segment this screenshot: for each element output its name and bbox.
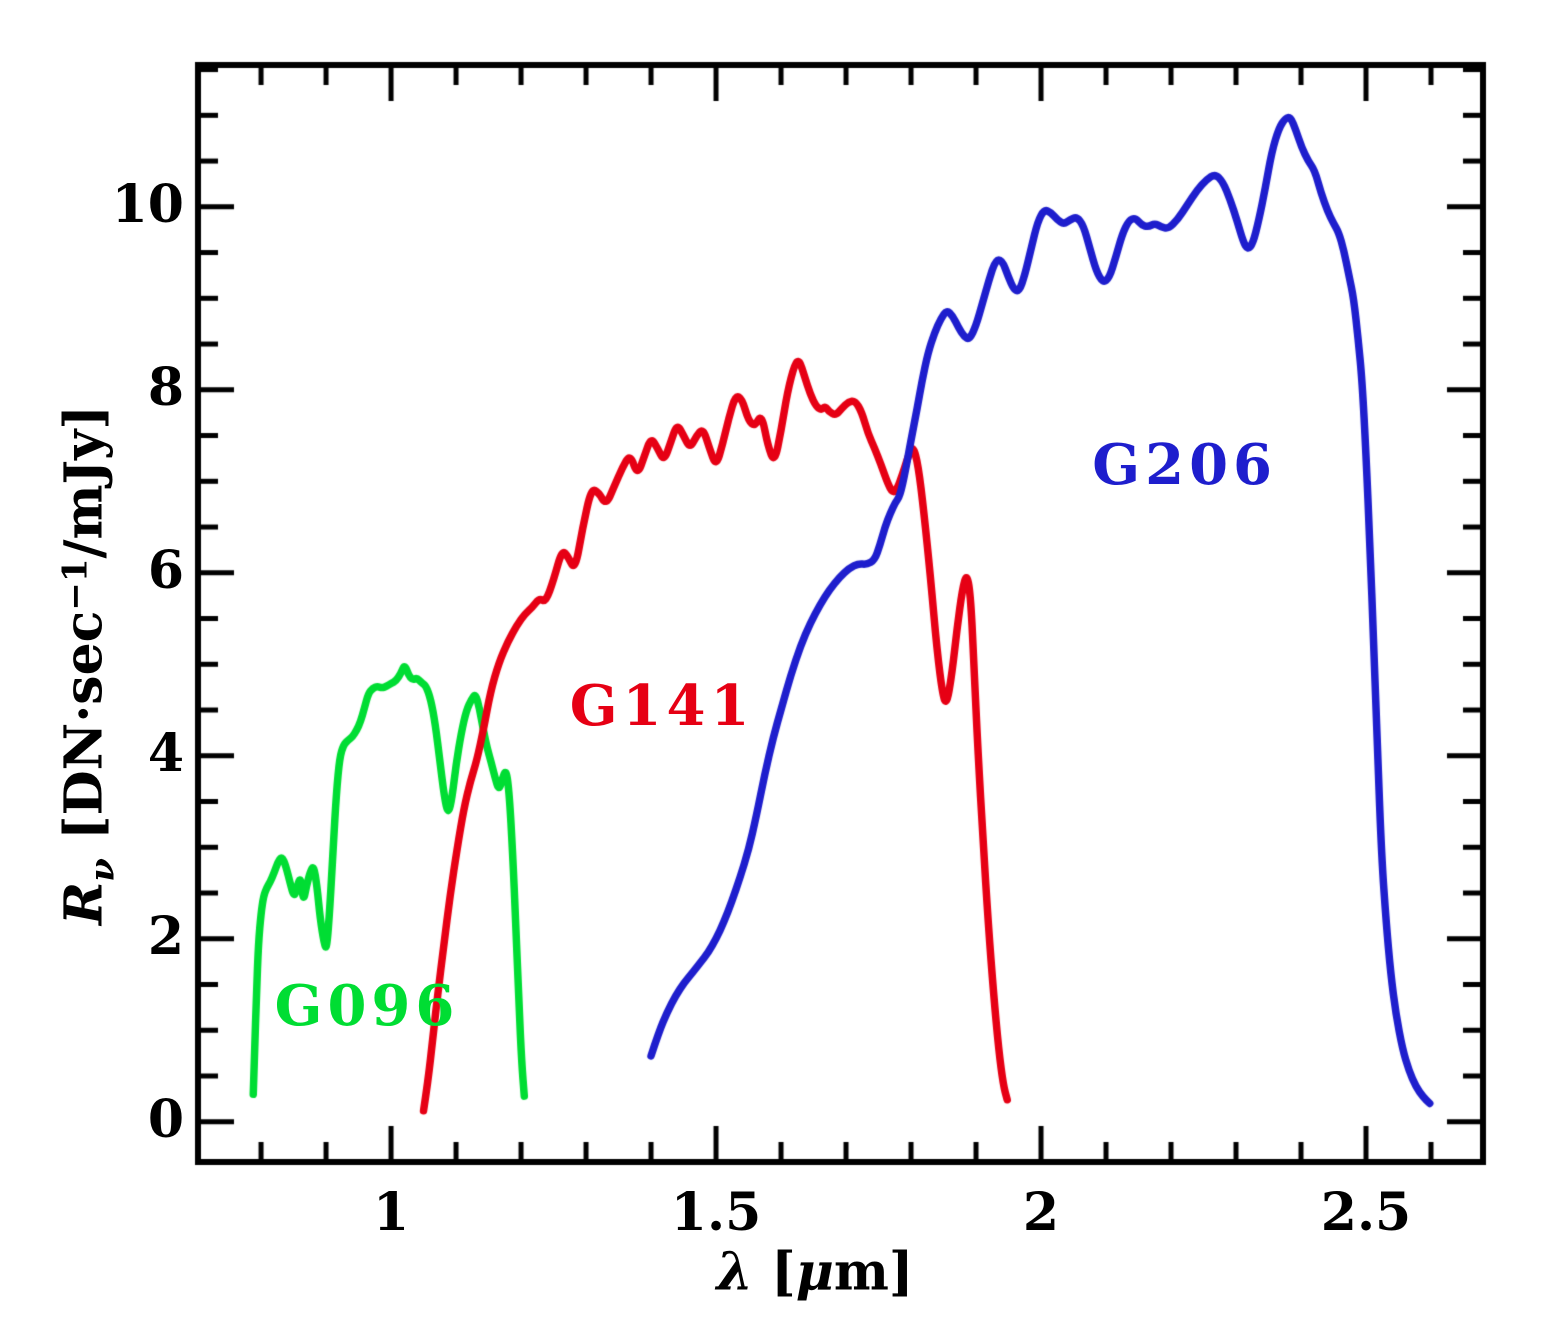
x-axis-label-unit: m] [833,1241,914,1303]
minus-one-superscript: −1 [55,558,96,611]
y-axis-label-units-1: [DN·sec [53,610,115,859]
mu-symbol: μ [795,1241,834,1303]
series-label-g206: G206 [1092,431,1278,498]
y-tick-label-10: 10 [111,173,184,235]
x-tick-label-2: 2 [1022,1182,1060,1243]
x-tick-label-1p5: 1.5 [670,1182,762,1243]
r-symbol: R [53,881,115,925]
x-axis-label: λ [μm] [717,1242,914,1303]
y-axis-label: Rν [DN·sec−1/mJy] [54,405,123,925]
series-label-g141: G141 [569,673,755,740]
x-tick-label-1: 1 [372,1182,410,1243]
x-tick-label-2p5: 2.5 [1320,1182,1412,1243]
y-tick-label-0: 0 [147,1088,184,1150]
y-tick-label-2: 2 [147,905,184,967]
lambda-symbol: λ [716,1241,754,1303]
y-tick-label-4: 4 [147,722,184,784]
y-axis-label-units-2: /mJy] [53,405,115,559]
nu-subscript: ν [82,858,123,882]
y-tick-label-6: 6 [147,539,184,601]
y-tick-label-8: 8 [147,356,184,418]
x-axis-label-bracket: [ [753,1241,796,1303]
series-label-g096: G096 [274,973,460,1040]
